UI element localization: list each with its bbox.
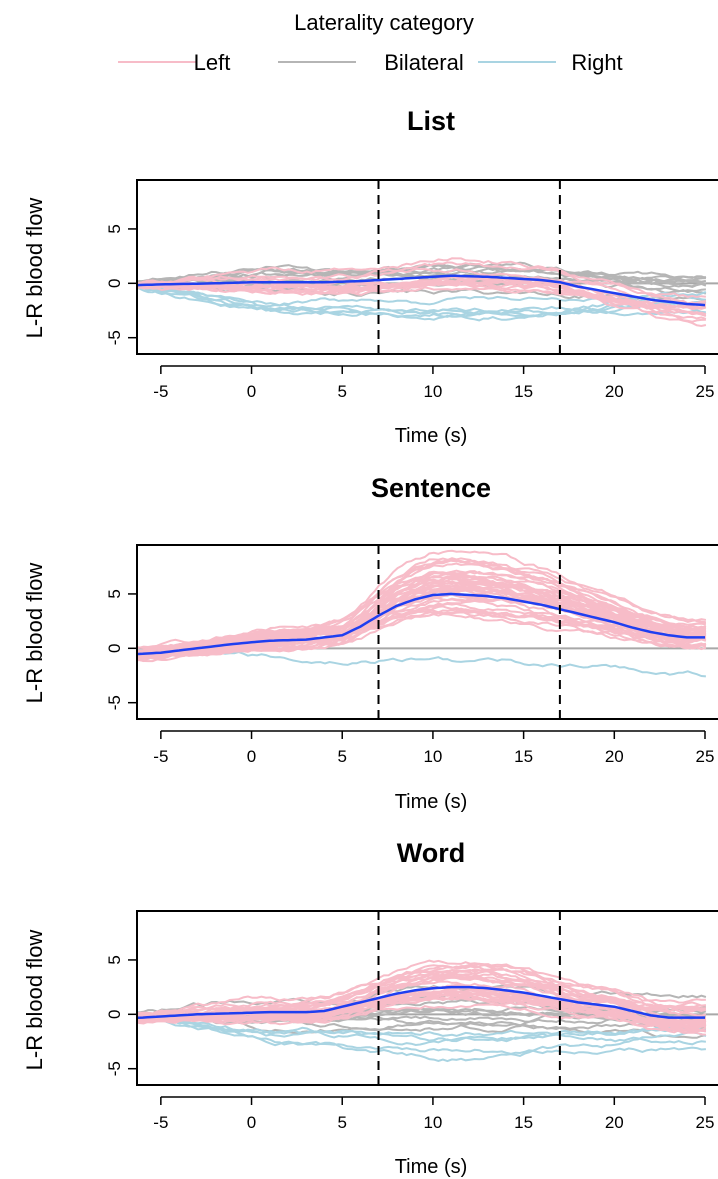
- plot-frame: [136, 179, 718, 355]
- legend-label-bilateral: Bilateral: [384, 50, 463, 75]
- trace-right: [137, 1011, 707, 1043]
- panel-title: Sentence: [371, 473, 491, 503]
- x-tick-label: 15: [514, 1113, 533, 1132]
- trace-left: [137, 557, 706, 658]
- y-axis-label: L-R blood flow: [22, 563, 47, 704]
- legend-label-left: Left: [194, 50, 231, 75]
- x-tick-label: 10: [423, 382, 442, 401]
- x-tick-label: 5: [337, 1113, 346, 1132]
- panel-sentence: Sentence L-R blood flow Time (s) -5 0 5 10 1…: [22, 473, 718, 813]
- x-tick-label: 20: [605, 382, 624, 401]
- y-tick-label: 0: [105, 1010, 124, 1019]
- trace-left: [137, 986, 706, 1026]
- trace-left: [137, 990, 707, 1025]
- plot-area: -5 0 5 10 15 20 25 -5 0 5: [105, 544, 718, 766]
- x-tick-label: 25: [696, 747, 715, 766]
- x-tick-label: 15: [514, 747, 533, 766]
- y-tick-label: 0: [105, 644, 124, 653]
- trace-right: [137, 284, 706, 322]
- series-layer: [137, 257, 718, 328]
- trace-left: [137, 990, 706, 1018]
- plot-area: -5 0 5 10 15 20 25 -5 0 5: [105, 910, 718, 1132]
- legend-title: Laterality category: [294, 10, 474, 35]
- trace-left: [137, 571, 707, 661]
- x-tick-label: 10: [423, 747, 442, 766]
- y-tick-label: -5: [105, 695, 124, 710]
- x-tick-label: 20: [605, 747, 624, 766]
- x-axis-label: Time (s): [395, 791, 468, 813]
- trace-left: [137, 261, 707, 307]
- x-tick-label: 0: [247, 382, 256, 401]
- trace-left: [137, 970, 707, 1024]
- x-tick-label: 0: [247, 747, 256, 766]
- trace-left: [137, 279, 707, 306]
- plot-area: -5 0 5 10 15 20 25 -5 0 5: [105, 179, 718, 401]
- mean-line: [137, 592, 705, 656]
- x-tick-label: 0: [247, 1113, 256, 1132]
- panel-word: Word L-R blood flow Time (s) -5 0 5 10 15 20 2…: [22, 838, 718, 1178]
- trace-right: [137, 1012, 706, 1055]
- plot-frame: [136, 910, 718, 1086]
- trace-left: [137, 963, 706, 1019]
- x-tick-label: 15: [514, 382, 533, 401]
- trace-right: [137, 1014, 706, 1047]
- mean-line: [137, 274, 706, 307]
- panel-title: Word: [397, 838, 466, 868]
- series-layer: [137, 549, 718, 678]
- x-axis-label: Time (s): [395, 1156, 468, 1178]
- trace-left: [137, 1001, 706, 1034]
- series-layer: [137, 959, 718, 1063]
- x-tick-label: 5: [337, 382, 346, 401]
- legend-label-right: Right: [571, 50, 622, 75]
- trace-left: [137, 257, 706, 306]
- x-tick-label: -5: [153, 382, 168, 401]
- x-tick-label: 25: [696, 1113, 715, 1132]
- x-tick-label: 10: [423, 1113, 442, 1132]
- x-tick-label: -5: [153, 1113, 168, 1132]
- y-tick-label: 0: [105, 279, 124, 288]
- trace-left: [137, 559, 707, 660]
- x-tick-label: -5: [153, 747, 168, 766]
- x-tick-label: 5: [337, 747, 346, 766]
- y-axis-label: L-R blood flow: [22, 198, 47, 339]
- trace-left: [137, 580, 707, 654]
- trace-left: [137, 267, 707, 320]
- y-tick-label: 5: [105, 589, 124, 598]
- trace-left: [137, 974, 707, 1032]
- y-tick-label: 5: [105, 955, 124, 964]
- legend: Laterality category Left Bilateral Right: [118, 10, 623, 75]
- panel-list: List L-R blood flow Time (s) -5 0 5 10 15 20 2…: [22, 106, 718, 447]
- plot-frame: [136, 544, 718, 720]
- y-tick-label: 5: [105, 224, 124, 233]
- x-tick-label: 25: [696, 382, 715, 401]
- panel-title: List: [407, 106, 455, 136]
- x-axis-label: Time (s): [395, 425, 468, 447]
- y-tick-label: -5: [105, 330, 124, 345]
- y-axis-label: L-R blood flow: [22, 930, 47, 1071]
- y-tick-label: -5: [105, 1061, 124, 1076]
- mean-line: [137, 985, 705, 1020]
- x-tick-label: 20: [605, 1113, 624, 1132]
